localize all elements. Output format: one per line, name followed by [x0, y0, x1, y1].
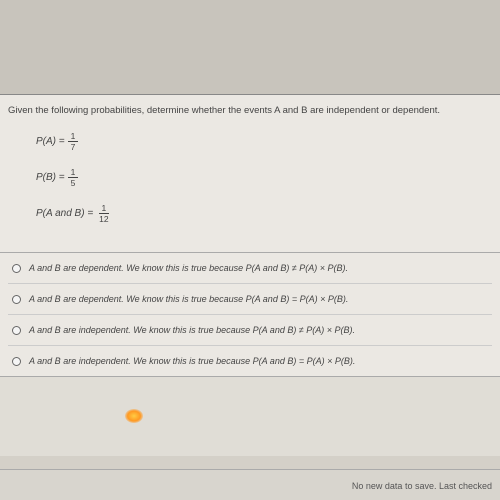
cursor-glow-icon	[125, 409, 143, 423]
fraction-pb-den: 5	[68, 178, 79, 188]
fraction-pa: 1 7	[68, 131, 79, 152]
equation-pa: P(A) = 1 7	[36, 128, 492, 154]
save-status: No new data to save. Last checked	[352, 481, 492, 491]
fraction-pab-num: 1	[99, 203, 110, 214]
top-toolbar	[0, 0, 500, 95]
question-prompt: Given the following probabilities, deter…	[8, 105, 492, 116]
footer-bar: No new data to save. Last checked	[0, 469, 500, 500]
option-a[interactable]: A and B are dependent. We know this is t…	[8, 253, 492, 284]
radio-icon	[12, 326, 21, 335]
option-c-label: A and B are independent. We know this is…	[29, 325, 355, 335]
equation-pb-left: P(B) =	[36, 172, 65, 183]
radio-icon	[12, 264, 21, 273]
equation-pa-left: P(A) =	[36, 136, 65, 147]
option-d-label: A and B are independent. We know this is…	[29, 356, 355, 366]
option-a-label: A and B are dependent. We know this is t…	[29, 263, 348, 273]
fraction-pa-den: 7	[68, 142, 79, 152]
option-c[interactable]: A and B are independent. We know this is…	[8, 315, 492, 346]
fraction-pa-num: 1	[68, 131, 79, 142]
fraction-pab-den: 12	[96, 214, 111, 224]
equation-pab-left: P(A and B) =	[36, 208, 93, 219]
fraction-pab: 1 12	[96, 203, 111, 224]
option-d[interactable]: A and B are independent. We know this is…	[8, 346, 492, 376]
answer-area	[0, 376, 500, 456]
options-group: A and B are dependent. We know this is t…	[0, 253, 500, 376]
option-b[interactable]: A and B are dependent. We know this is t…	[8, 284, 492, 315]
option-b-label: A and B are dependent. We know this is t…	[29, 294, 348, 304]
equation-group: P(A) = 1 7 P(B) = 1 5 P(A and B) = 1 12	[36, 128, 492, 226]
equation-pb: P(B) = 1 5	[36, 164, 492, 190]
fraction-pb-num: 1	[68, 167, 79, 178]
radio-icon	[12, 295, 21, 304]
question-block: Given the following probabilities, deter…	[0, 95, 500, 253]
fraction-pb: 1 5	[68, 167, 79, 188]
radio-icon	[12, 357, 21, 366]
equation-pab: P(A and B) = 1 12	[36, 200, 492, 226]
